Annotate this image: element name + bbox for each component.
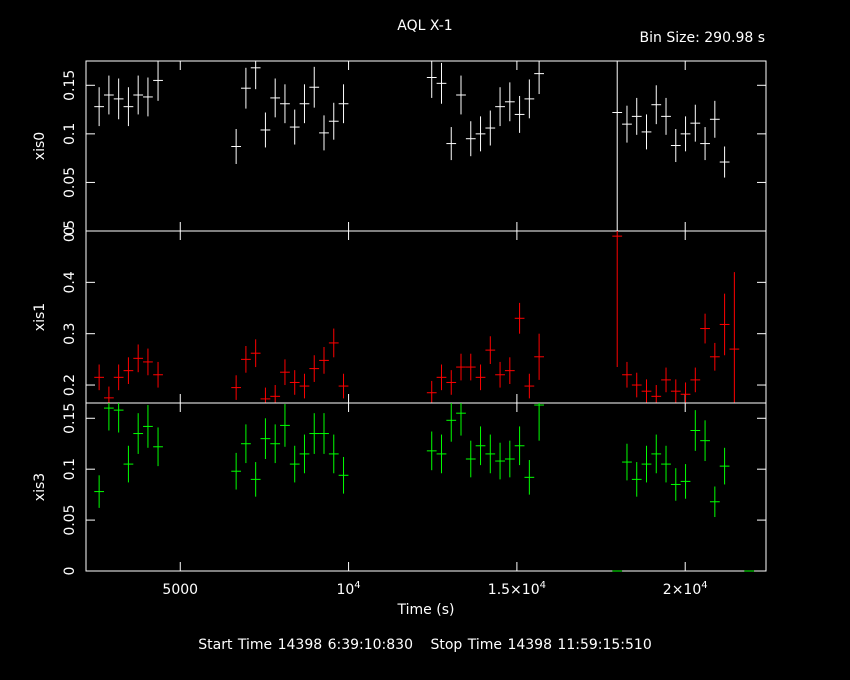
xis0-ytick-label: 0.1	[62, 123, 78, 145]
xis1-ytick-label: 0.2	[62, 374, 78, 396]
xis1-ytick-label: 0.4	[62, 271, 78, 293]
xis1-panel-frame	[85, 230, 767, 404]
xis0-ytick-label: 0.15	[62, 70, 78, 101]
xis0-ylabel: xis0	[32, 132, 48, 160]
xtick-label: 1.5×104	[488, 580, 546, 598]
x-axis-label: Time (s)	[397, 602, 455, 618]
start-time-label: Start Time 14398 6:39:10:830	[198, 637, 413, 653]
xis3-ytick-label: 0.1	[62, 458, 78, 480]
xtick-label: 5000	[162, 582, 198, 598]
xis3-panel-frame	[85, 402, 767, 572]
xis0-ytick-label: 0	[62, 227, 78, 236]
xis1-ytick-label: 0.3	[62, 323, 78, 345]
time-range-footer: Start Time 14398 6:39:10:830 Stop Time 1…	[0, 637, 850, 653]
xis0-panel-frame	[85, 60, 767, 232]
xis1-ytick-label: 0.5	[62, 220, 78, 242]
bin-size-label: Bin Size: 290.98 s	[639, 30, 765, 46]
xis3-ytick-label: 0	[62, 567, 78, 576]
chart-title: AQL X-1	[397, 18, 453, 34]
xis1-ylabel: xis1	[32, 303, 48, 331]
xtick-label: 104	[336, 580, 360, 598]
xis3-ytick-label: 0.15	[62, 403, 78, 434]
xis3-ylabel: xis3	[32, 473, 48, 501]
stop-time-label: Stop Time 14398 11:59:15:510	[430, 637, 652, 653]
xtick-label: 2×104	[663, 580, 708, 598]
xis3-ytick-label: 0.05	[62, 505, 78, 536]
xis0-ytick-label: 0.05	[62, 167, 78, 198]
